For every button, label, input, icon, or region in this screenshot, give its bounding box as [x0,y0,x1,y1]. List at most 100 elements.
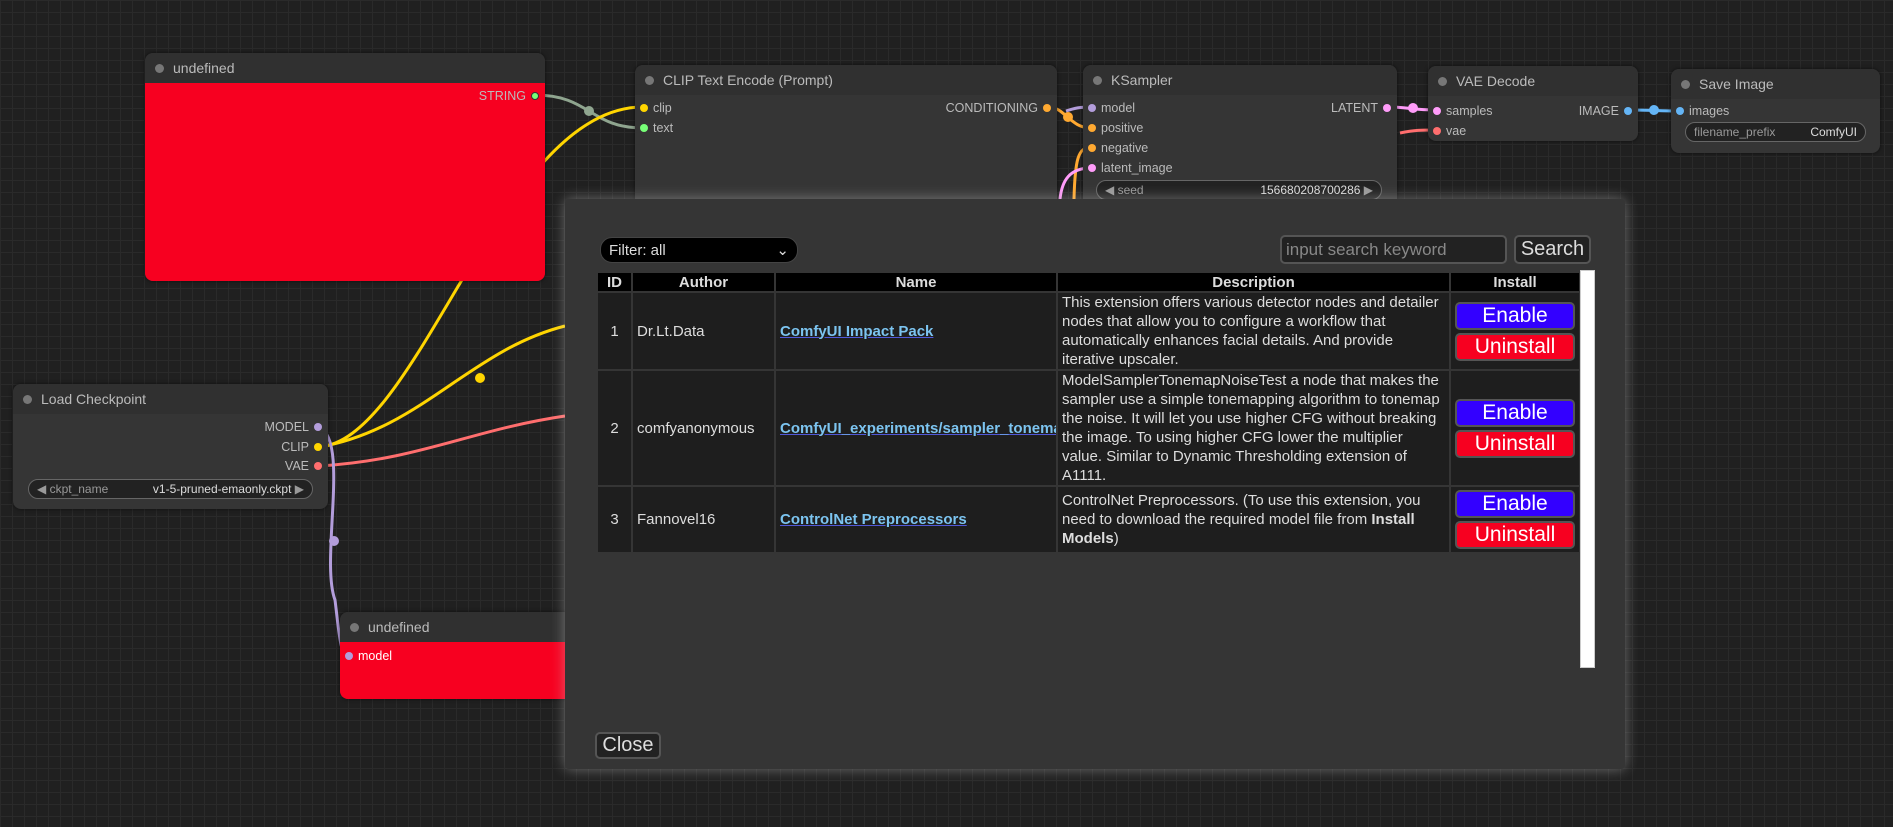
slot-dot[interactable] [640,124,648,132]
output-clip[interactable]: CLIP [281,440,322,454]
seed-widget[interactable]: ◀ seed 156680208700286 ▶ [1096,180,1382,200]
slot-dot[interactable] [314,462,322,470]
close-button[interactable]: Close [595,732,661,759]
uninstall-button[interactable]: Uninstall [1455,521,1575,549]
extension-link[interactable]: ComfyUI Impact Pack [780,322,934,340]
cell-description: ControlNet Preprocessors. (To use this e… [1056,485,1451,554]
slot-label: LATENT [1331,101,1378,115]
search-button[interactable]: Search [1514,235,1591,264]
slot-dot[interactable] [640,104,648,112]
output-image[interactable]: IMAGE [1579,104,1632,118]
slot-label: model [1101,101,1136,115]
ckpt-name-widget[interactable]: ◀ ckpt_name v1-5-pruned-emaonly.ckpt ▶ [28,479,313,499]
node-title: VAE Decode [1428,66,1638,96]
clip-text-encode-node[interactable]: CLIP Text Encode (Prompt) clip text COND… [635,65,1057,215]
table-row: 3 Fannovel16 ControlNet Preprocessors Co… [596,485,1581,554]
output-string[interactable]: STRING [479,89,539,103]
node-title: CLIP Text Encode (Prompt) [635,65,1057,95]
cell-author: Fannovel16 [631,485,776,554]
output-conditioning[interactable]: CONDITIONING [946,101,1051,115]
search-input[interactable]: input search keyword [1280,235,1507,264]
wire-midpoint [1408,103,1418,113]
extension-link[interactable]: ComfyUI_experiments/sampler_tonemap [780,419,1057,437]
undefined-node-bottom[interactable]: undefined model [340,612,580,699]
slot-dot[interactable] [1043,104,1051,112]
slot-label: CLIP [281,440,309,454]
col-author: Author [631,271,776,293]
input-latent-image[interactable]: latent_image [1088,161,1173,175]
filter-select[interactable]: Filter: all ⌄ [600,237,798,263]
slot-dot[interactable] [345,652,353,660]
table-row: 1 Dr.Lt.Data ComfyUI Impact Pack This ex… [596,291,1581,371]
slot-dot[interactable] [1088,104,1096,112]
vae-decode-node[interactable]: VAE Decode samples vae IMAGE [1428,66,1638,141]
widget-value: ComfyUI [1810,125,1857,139]
table-row: 2 comfyanonymous ComfyUI_experiments/sam… [596,369,1581,487]
wire-midpoint [1063,112,1073,122]
col-description: Description [1056,271,1451,293]
enable-button[interactable]: Enable [1455,301,1575,330]
ksampler-node[interactable]: KSampler model positive negative latent_… [1083,65,1397,215]
enable-button[interactable]: Enable [1455,398,1575,427]
input-images[interactable]: images [1676,104,1729,118]
uninstall-button[interactable]: Uninstall [1455,429,1575,458]
cell-id: 1 [596,291,633,371]
output-latent[interactable]: LATENT [1331,101,1391,115]
input-model[interactable]: model [1088,101,1135,115]
load-checkpoint-node[interactable]: Load Checkpoint MODEL CLIP VAE ◀ ckpt_na… [13,384,328,509]
table-header: ID Author Name Description Install [596,271,1581,293]
cell-description: This extension offers various detector n… [1056,291,1451,371]
extension-link[interactable]: ControlNet Preprocessors [780,511,967,528]
slot-dot[interactable] [1088,144,1096,152]
filename-prefix-widget[interactable]: filename_prefix ComfyUI [1685,122,1866,142]
seed-label: ◀ seed [1105,183,1144,197]
slot-label: latent_image [1101,161,1173,175]
node-title: KSampler [1083,65,1397,95]
input-positive[interactable]: positive [1088,121,1143,135]
slot-dot[interactable] [1088,164,1096,172]
save-image-node[interactable]: Save Image images filename_prefix ComfyUI [1671,69,1880,153]
slot-dot[interactable] [1433,107,1441,115]
undefined-node-top[interactable]: undefined STRING [145,53,545,281]
output-model[interactable]: MODEL [265,420,322,434]
input-samples[interactable]: samples [1433,104,1493,118]
uninstall-button[interactable]: Uninstall [1455,332,1575,361]
enable-button[interactable]: Enable [1455,490,1575,518]
input-text[interactable]: text [640,121,673,135]
slot-dot[interactable] [1383,104,1391,112]
table-scrollbar[interactable] [1580,270,1595,668]
node-title: undefined [145,53,545,83]
slot-dot[interactable] [1433,127,1441,135]
slot-label: text [653,121,674,135]
slot-dot[interactable] [1088,124,1096,132]
node-title: Save Image [1671,69,1880,99]
cell-author: Dr.Lt.Data [631,291,776,371]
input-vae[interactable]: vae [1433,124,1466,138]
install-models-link[interactable]: Install Models [1062,511,1415,547]
slot-dot[interactable] [314,423,322,431]
slot-label: STRING [478,89,526,103]
input-model[interactable]: model [345,649,392,663]
slot-dot[interactable] [314,443,322,451]
slot-label: MODEL [264,420,309,434]
extensions-table: ID Author Name Description Install 1 Dr.… [596,271,1581,554]
slot-label: images [1689,104,1730,118]
cell-id: 2 [596,369,633,487]
seed-value: 156680208700286 ▶ [1260,183,1373,197]
node-body [340,642,580,699]
wire-midpoint [584,106,594,116]
widget-label: filename_prefix [1694,125,1776,139]
output-vae[interactable]: VAE [285,459,322,473]
slot-dot[interactable] [1624,107,1632,115]
slot-label: IMAGE [1578,104,1619,118]
slot-label: samples [1446,104,1493,118]
input-clip[interactable]: clip [640,101,672,115]
cell-description: ModelSamplerTonemapNoiseTest a node that… [1056,369,1451,487]
wire-clip-2 [318,324,566,449]
filter-value: Filter: all [609,241,666,259]
slot-dot[interactable] [531,92,539,100]
node-body [145,83,545,281]
slot-dot[interactable] [1676,107,1684,115]
input-negative[interactable]: negative [1088,141,1148,155]
wire-midpoint [329,536,339,546]
